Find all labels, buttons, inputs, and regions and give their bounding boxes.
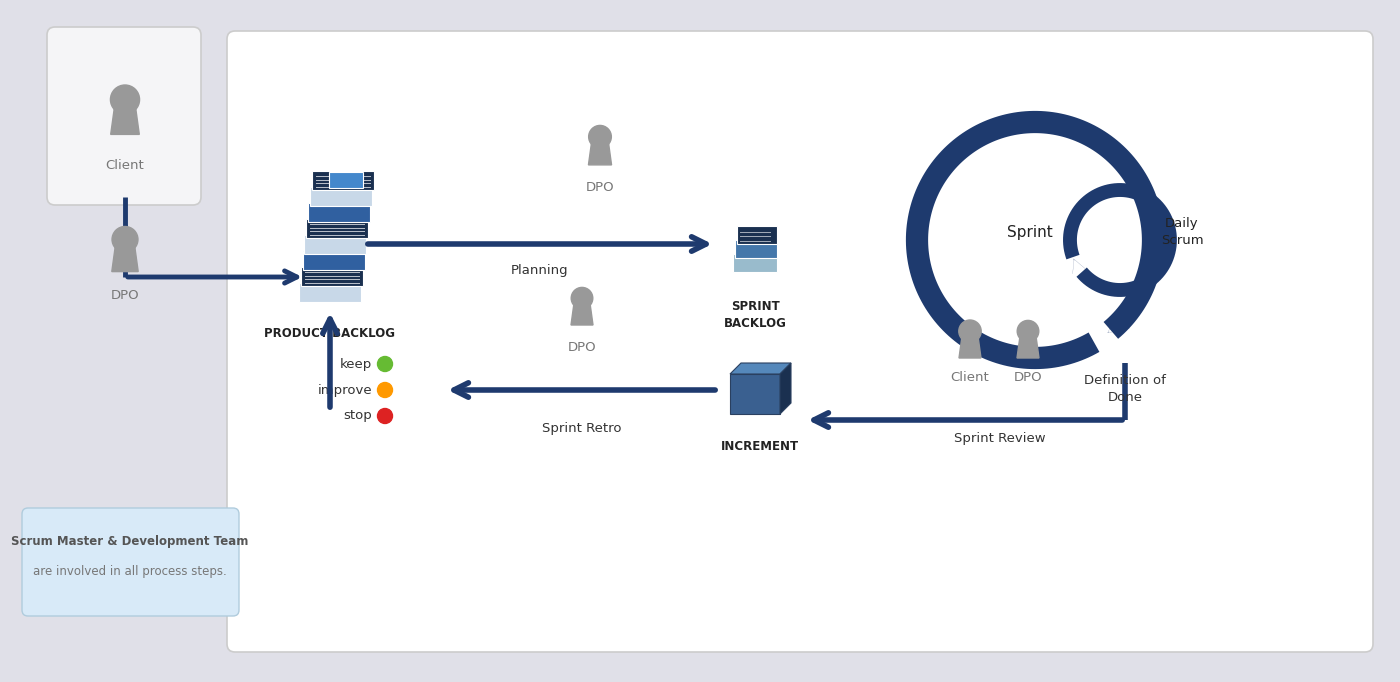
Text: PRODUCT BACKLOG: PRODUCT BACKLOG bbox=[265, 327, 395, 340]
Text: Sprint: Sprint bbox=[1007, 224, 1053, 239]
Text: INCREMENT: INCREMENT bbox=[721, 440, 799, 453]
FancyBboxPatch shape bbox=[48, 27, 202, 205]
Text: DPO: DPO bbox=[567, 341, 596, 354]
FancyBboxPatch shape bbox=[300, 283, 361, 302]
FancyBboxPatch shape bbox=[307, 219, 368, 238]
FancyBboxPatch shape bbox=[734, 254, 777, 272]
Text: Scrum Master & Development Team: Scrum Master & Development Team bbox=[11, 535, 249, 548]
Text: Client: Client bbox=[951, 371, 990, 384]
Polygon shape bbox=[959, 339, 981, 358]
Circle shape bbox=[959, 320, 981, 342]
FancyBboxPatch shape bbox=[312, 171, 374, 190]
Text: Sprint Retro: Sprint Retro bbox=[542, 422, 622, 435]
Text: DPO: DPO bbox=[585, 181, 615, 194]
Circle shape bbox=[1018, 321, 1039, 342]
Text: SPRINT
BACKLOG: SPRINT BACKLOG bbox=[724, 300, 787, 330]
FancyBboxPatch shape bbox=[736, 226, 777, 244]
Polygon shape bbox=[729, 374, 780, 414]
Circle shape bbox=[111, 85, 140, 114]
Circle shape bbox=[571, 287, 592, 309]
Text: Definition of
Done: Definition of Done bbox=[1084, 374, 1166, 404]
FancyBboxPatch shape bbox=[329, 173, 363, 188]
Circle shape bbox=[378, 383, 392, 398]
FancyBboxPatch shape bbox=[227, 31, 1373, 652]
Circle shape bbox=[112, 226, 139, 252]
Text: are involved in all process steps.: are involved in all process steps. bbox=[34, 565, 227, 578]
Text: Client: Client bbox=[105, 159, 144, 172]
FancyBboxPatch shape bbox=[22, 508, 239, 616]
Text: improve: improve bbox=[318, 383, 372, 396]
Text: Sprint Review: Sprint Review bbox=[955, 432, 1046, 445]
FancyBboxPatch shape bbox=[301, 267, 363, 286]
Polygon shape bbox=[111, 109, 140, 134]
Text: Daily
Scrum: Daily Scrum bbox=[1161, 217, 1203, 247]
FancyBboxPatch shape bbox=[115, 246, 134, 254]
Polygon shape bbox=[780, 363, 791, 414]
FancyBboxPatch shape bbox=[302, 251, 364, 270]
Text: keep: keep bbox=[340, 357, 372, 370]
Text: DPO: DPO bbox=[111, 289, 140, 302]
Text: DPO: DPO bbox=[1014, 371, 1043, 384]
Polygon shape bbox=[588, 145, 612, 165]
Circle shape bbox=[378, 409, 392, 424]
FancyBboxPatch shape bbox=[1019, 337, 1036, 344]
Polygon shape bbox=[571, 306, 594, 325]
Circle shape bbox=[588, 125, 612, 148]
FancyBboxPatch shape bbox=[309, 187, 372, 206]
FancyBboxPatch shape bbox=[304, 235, 367, 254]
Circle shape bbox=[378, 357, 392, 372]
FancyBboxPatch shape bbox=[574, 303, 591, 311]
FancyBboxPatch shape bbox=[591, 143, 609, 150]
Polygon shape bbox=[112, 248, 139, 271]
Text: stop: stop bbox=[343, 409, 372, 423]
FancyBboxPatch shape bbox=[308, 203, 370, 222]
Text: Planning: Planning bbox=[511, 264, 568, 277]
FancyBboxPatch shape bbox=[735, 239, 777, 258]
Polygon shape bbox=[729, 363, 791, 374]
Polygon shape bbox=[1016, 339, 1039, 358]
